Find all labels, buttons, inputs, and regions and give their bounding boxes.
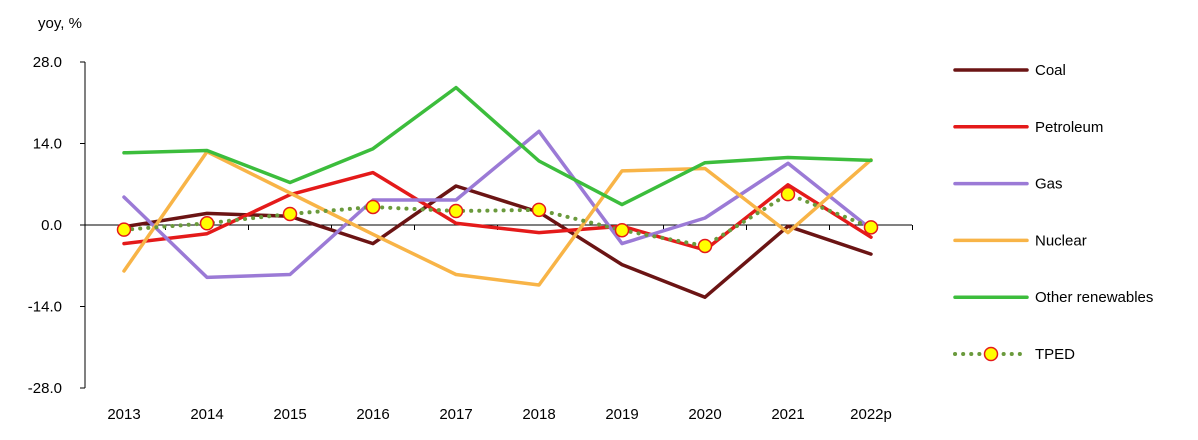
legend: Coal Petroleum Gas Nuclear Other renewables T… [953, 62, 1153, 363]
y-tick-label: -28.0 [28, 380, 62, 397]
point-tped [531, 202, 547, 218]
x-tick-label: 2020 [688, 406, 721, 423]
series-line-petroleum [122, 170, 873, 252]
point-tped [614, 222, 630, 238]
y-tick-label: -14.0 [28, 299, 62, 316]
series-line-gas [122, 129, 873, 280]
point-tped [863, 220, 879, 235]
point-tped [697, 238, 713, 254]
y-tick-labels: 28.0 14.0 0.0 -14.0 -28.0 [28, 54, 62, 397]
series-lines [122, 85, 873, 299]
point-tped [448, 203, 464, 219]
legend-label-nuclear: Nuclear [1035, 232, 1087, 249]
series-line-tped [122, 192, 873, 248]
series-line-nuclear [122, 149, 873, 287]
legend-label-tped: TPED [1035, 346, 1075, 363]
series-line-other-renewables [122, 85, 873, 207]
point-tped [365, 199, 381, 215]
legend-label-coal: Coal [1035, 62, 1066, 79]
x-tick-label: 2017 [439, 406, 472, 423]
x-tick-label: 2013 [107, 406, 140, 423]
x-tick-label: 2022p [850, 406, 892, 423]
x-tick-labels: 2013 2014 2015 2016 2017 2018 2019 2020 2021 2022… [107, 406, 892, 423]
x-tick-label: 2019 [605, 406, 638, 423]
x-tick-label: 2014 [190, 406, 223, 423]
y-tick-label: 28.0 [33, 54, 62, 71]
point-tped [780, 186, 796, 202]
series-markers [116, 186, 879, 254]
legend-marker-tped [983, 346, 999, 362]
y-tick-label: 14.0 [33, 136, 62, 153]
x-tick-label: 2016 [356, 406, 389, 423]
y-axis-label: yoy, % [38, 15, 82, 32]
x-tick-label: 2018 [522, 406, 555, 423]
legend-label-petroleum: Petroleum [1035, 119, 1103, 136]
point-tped [282, 206, 298, 222]
legend-label-other-renewables: Other renewables [1035, 289, 1153, 306]
x-tick-label: 2015 [273, 406, 306, 423]
x-tick-label: 2021 [771, 406, 804, 423]
legend-label-gas: Gas [1035, 176, 1063, 193]
point-tped [199, 216, 215, 231]
point-tped [116, 222, 132, 237]
y-tick-label: 0.0 [41, 217, 62, 234]
